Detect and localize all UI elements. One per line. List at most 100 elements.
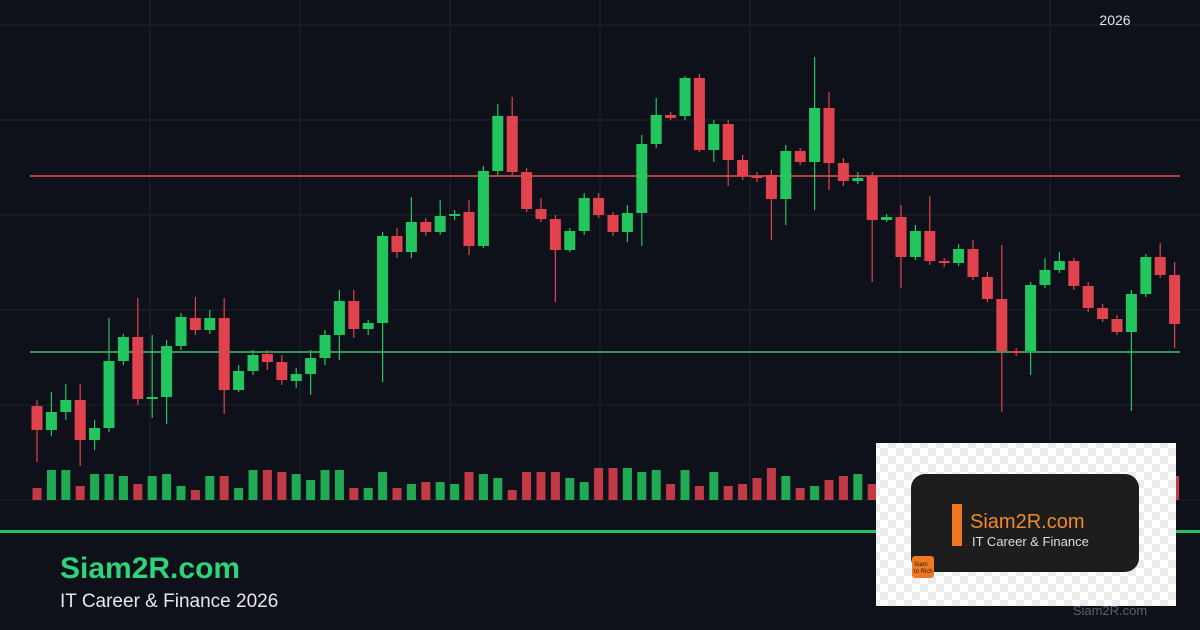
candle-body [463, 212, 475, 246]
volume-bar [234, 488, 244, 500]
candle-body [204, 318, 216, 330]
candle-body [794, 151, 806, 162]
candle-body [247, 355, 259, 371]
volume-bar [637, 472, 647, 500]
volume-bar [579, 482, 589, 500]
volume-bar [190, 490, 200, 500]
candle-body [132, 337, 144, 399]
candle-body [1154, 257, 1166, 275]
volume-bar [90, 474, 100, 500]
candle-body [60, 400, 72, 412]
candle-body [362, 323, 374, 329]
volume-bar [248, 470, 258, 500]
candle-body [549, 219, 561, 250]
volume-bar [738, 484, 748, 500]
candle-body [1025, 285, 1037, 351]
candle-body [449, 214, 461, 216]
volume-bar [867, 484, 877, 500]
candle-body [405, 222, 417, 252]
volume-bar [406, 484, 416, 500]
logo-card: Siam2R.com IT Career & Finance Siam to R… [876, 443, 1176, 606]
watermark: Siam2R.com [1073, 603, 1147, 618]
candle-body [924, 231, 936, 261]
candle-body [74, 400, 86, 440]
volume-bar [435, 482, 445, 500]
volume-bar [61, 470, 71, 500]
candle-body [765, 175, 777, 199]
candle-body [45, 412, 57, 430]
candle-body [420, 222, 432, 232]
candle-body [434, 216, 446, 232]
volume-bar [450, 484, 460, 500]
volume-bar [507, 490, 517, 500]
volume-bar [147, 476, 157, 500]
candle-body [290, 374, 302, 381]
volume-bar [464, 472, 474, 500]
candle-body [535, 209, 547, 219]
candle-body [175, 317, 187, 346]
badge-text: Siam [914, 562, 928, 568]
volume-bar [306, 480, 316, 500]
candle-body [261, 354, 273, 362]
volume-bar [608, 468, 618, 500]
volume-bar [478, 474, 488, 500]
volume-bar [522, 472, 532, 500]
candle-body [391, 236, 403, 252]
volume-bar [810, 486, 820, 500]
candle-body [218, 318, 230, 390]
candle-body [621, 213, 633, 232]
candle-body [348, 301, 360, 329]
candle-body [953, 249, 965, 263]
candle-body [866, 176, 878, 220]
volume-bar [262, 470, 272, 500]
candle-body [492, 116, 504, 171]
volume-bar [378, 472, 388, 500]
volume-bar [162, 474, 172, 500]
volume-bar [133, 484, 143, 500]
candle-body [636, 144, 648, 213]
x-label: 2026 [1099, 12, 1130, 28]
volume-bar [666, 484, 676, 500]
candle-body [305, 358, 317, 374]
volume-bar [694, 486, 704, 500]
brand-subtitle: IT Career & Finance 2026 [60, 591, 278, 612]
candle-body [1068, 261, 1080, 286]
candle-body [103, 361, 115, 428]
candle-body [117, 337, 129, 361]
volume-bar [651, 470, 661, 500]
candle-body [593, 198, 605, 215]
candle-body [276, 362, 288, 380]
volume-bar [853, 474, 863, 500]
candle-body [1039, 270, 1051, 285]
volume-bar [680, 470, 690, 500]
volume-bar [536, 472, 546, 500]
candle-body [881, 217, 893, 220]
candle-body [1010, 351, 1022, 353]
candle-body [1053, 261, 1065, 270]
volume-bar [363, 488, 373, 500]
candle-body [146, 397, 158, 399]
brand-title: Siam2R.com [60, 552, 240, 585]
volume-bar [493, 478, 503, 500]
candle-body [89, 428, 101, 440]
candle-body [377, 236, 389, 323]
candle-body [722, 124, 734, 160]
logo-title: Siam2R.com [970, 511, 1084, 533]
candle-body [161, 346, 173, 397]
badge-text: to Rich [914, 569, 933, 575]
candle-body [1140, 257, 1152, 294]
logo-badge [912, 556, 934, 578]
candle-body [189, 318, 201, 330]
candle-body [823, 108, 835, 163]
logo-tagline: IT Career & Finance [972, 534, 1089, 549]
volume-bar [334, 470, 344, 500]
candle-body [996, 299, 1008, 351]
candle-body [938, 261, 950, 263]
volume-bar [104, 474, 114, 500]
candle-body [319, 335, 331, 358]
volume-bar [219, 476, 229, 500]
volume-bar [709, 472, 719, 500]
logo-panel [911, 474, 1139, 572]
candle-body [1097, 308, 1109, 319]
